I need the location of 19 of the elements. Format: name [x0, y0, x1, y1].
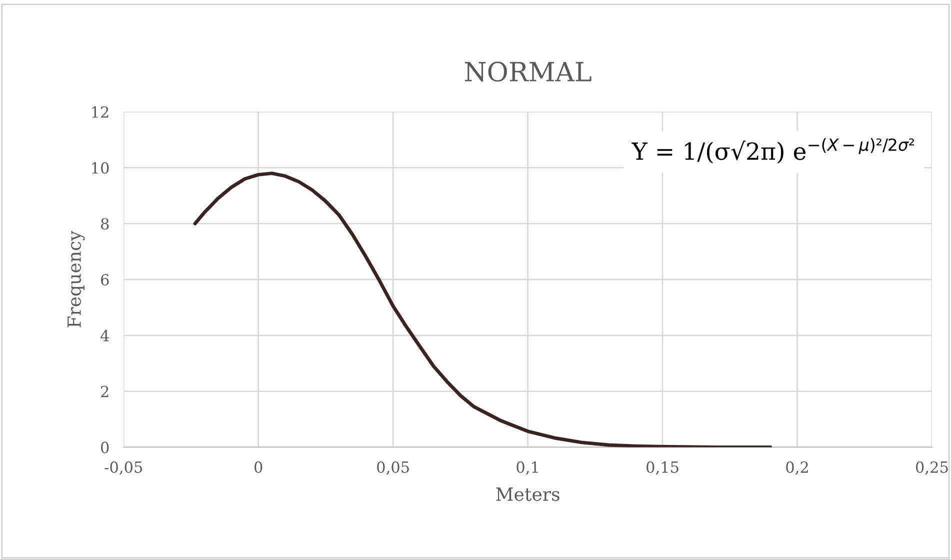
y-tick-label: 6: [101, 274, 109, 286]
x-tick-label: 0,25: [916, 461, 948, 475]
y-tick-label: 4: [100, 330, 109, 342]
y-tick-label: 2: [101, 386, 108, 398]
y-tick-label: 8: [101, 218, 109, 230]
y-tick-label: 0: [101, 442, 109, 454]
x-tick-label: 0: [254, 461, 262, 473]
y-axis-title: Frequency: [68, 230, 85, 328]
x-tick-label: 0,1: [516, 461, 538, 475]
y-tick-label: 12: [92, 106, 108, 118]
line-series: [193, 172, 772, 448]
x-tick-label: 0,2: [786, 461, 808, 475]
chart-title: NORMAL: [464, 62, 592, 82]
x-axis-title: Meters: [496, 488, 560, 501]
annotation: Y = 1/(σ√2π) e$^{−(X−μ)²/2σ²}$: [632, 138, 914, 164]
x-tick-label: 0,15: [646, 461, 678, 475]
x-tick-label: -0,05: [104, 461, 142, 475]
y-tick-label: 10: [92, 162, 109, 174]
x-tick-label: 0,05: [377, 461, 409, 475]
